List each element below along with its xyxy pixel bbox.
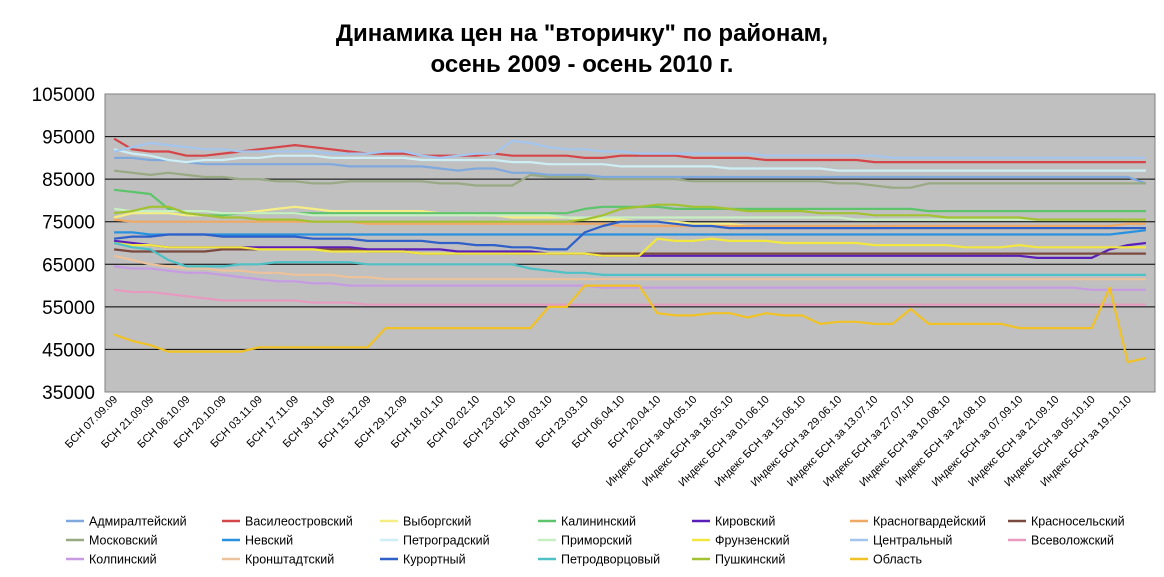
legend-label: Курортный [403, 553, 466, 567]
legend-label: Всеволожский [1031, 534, 1114, 548]
series-line-11 [113, 207, 1146, 221]
legend-label: Область [873, 553, 922, 567]
legend-label: Московский [89, 534, 158, 548]
chart-title: Динамика цен на "вторичку" по районам, о… [0, 18, 1164, 80]
chart-title-line-2: осень 2009 - осень 2010 г. [430, 51, 734, 78]
plot-area [104, 93, 1156, 393]
y-tick-label: 35000 [42, 383, 95, 404]
series-line-19 [113, 203, 1146, 223]
series-line-14 [113, 288, 1146, 306]
legend-label: Адмиралтейский [89, 515, 187, 529]
legend-label: Центральный [873, 534, 952, 548]
y-tick-label: 105000 [32, 85, 95, 106]
legend-label: Невский [245, 534, 293, 548]
legend-label: Пушкинский [715, 553, 785, 567]
series-line-6 [113, 218, 1146, 228]
y-tick-label: 75000 [42, 213, 95, 234]
y-tick-label: 65000 [42, 255, 95, 276]
series-line-15 [113, 265, 1146, 291]
legend-label: Кронштадтский [245, 553, 334, 567]
y-tick-label: 45000 [42, 340, 95, 361]
legend-label: Красносельский [1031, 515, 1125, 529]
series-line-8 [113, 169, 1146, 189]
series-line-2 [113, 137, 1146, 164]
legend: Адмиралтейский Василеостровский Выборгский… [66, 515, 1125, 567]
legend-label: Приморский [561, 534, 632, 548]
y-tick-label: 95000 [42, 128, 95, 149]
legend-label: Выборгский [403, 515, 471, 529]
series-line-18 [113, 241, 1146, 276]
y-tick-label: 85000 [42, 170, 95, 191]
legend-label: Фрунзенский [715, 534, 790, 548]
series-line-9 [114, 229, 1147, 236]
legend-label: Кировский [715, 515, 775, 529]
legend-label: Красногвардейский [873, 515, 986, 529]
legend-label: Петродворцовый [561, 553, 660, 567]
series-line-13 [113, 139, 1146, 159]
series-line-1 [114, 156, 1147, 185]
chart-title-line-1: Динамика цен на "вторичку" по районам, [335, 20, 829, 47]
legend-label: Колпинский [89, 553, 157, 567]
series-line-12 [113, 237, 1146, 257]
series-line-10 [113, 148, 1146, 172]
series-line-17 [113, 220, 1146, 251]
legend-label: Петроградский [403, 534, 490, 548]
series-lines [113, 137, 1147, 364]
y-tick-label: 55000 [42, 298, 95, 319]
legend-label: Калининский [561, 515, 636, 529]
legend-label: Василеостровский [245, 515, 353, 529]
y-axis: 35000 45000 55000 65000 75000 85000 95000 10500… [32, 85, 95, 404]
series-line-20 [113, 284, 1147, 364]
series-line-16 [113, 254, 1146, 281]
